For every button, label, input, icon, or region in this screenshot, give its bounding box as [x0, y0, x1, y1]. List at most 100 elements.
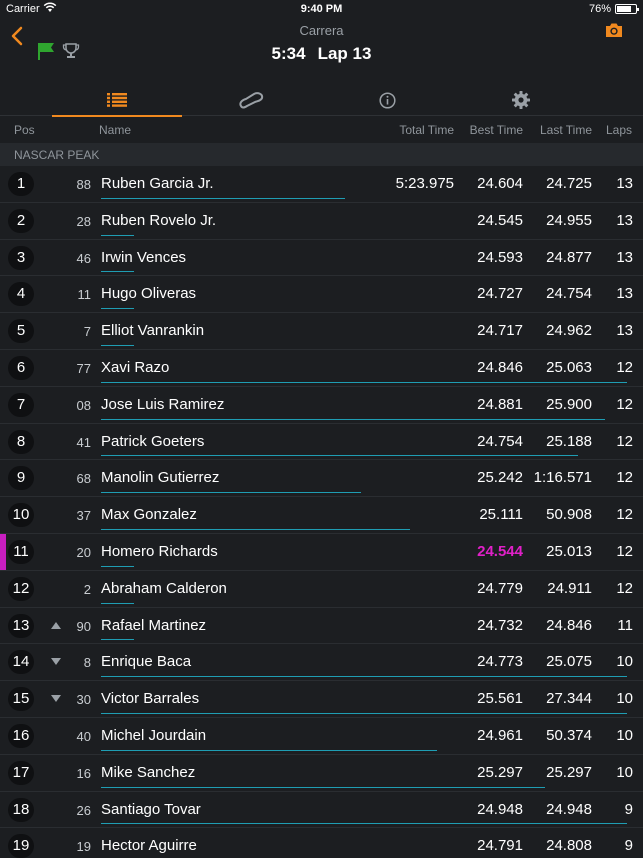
- last-time: 25.900: [546, 395, 592, 413]
- table-row[interactable]: 1 88 Ruben Garcia Jr. 5:23.975 24.604 24.725 1…: [0, 166, 643, 203]
- car-number: 90: [76, 618, 91, 634]
- elapsed-time: 5:34: [271, 44, 306, 63]
- position-badge: 6: [8, 355, 34, 380]
- trend-icon: [51, 658, 61, 666]
- position-badge: 17: [8, 760, 34, 785]
- column-header: Pos Name Total Time Best Time Last Time …: [0, 117, 643, 143]
- lap-count: 9: [624, 837, 633, 855]
- table-row[interactable]: 16 40 Michel Jourdain 24.961 50.374 10: [0, 718, 643, 755]
- trophy-icon[interactable]: [62, 42, 80, 60]
- session-type: Carrera: [299, 23, 344, 38]
- driver-name: Max Gonzalez: [101, 506, 197, 524]
- last-time: 24.725: [546, 175, 592, 192]
- best-time: 24.846: [477, 358, 523, 376]
- table-row[interactable]: 7 08 Jose Luis Ramirez 24.881 25.900 12: [0, 387, 643, 424]
- last-time: 24.962: [546, 322, 592, 340]
- class-section-header: NASCAR PEAK: [0, 143, 643, 166]
- car-number: 19: [76, 839, 91, 855]
- car-number: 88: [76, 177, 91, 192]
- car-number: 40: [76, 728, 91, 744]
- best-time: 24.604: [477, 175, 523, 192]
- table-row[interactable]: 6 77 Xavi Razo 24.846 25.063 12: [0, 350, 643, 387]
- last-time: 24.911: [547, 579, 592, 597]
- camera-icon[interactable]: [605, 22, 623, 38]
- table-row[interactable]: 9 68 Manolin Gutierrez 25.242 1:16.571 12: [0, 460, 643, 498]
- table-row[interactable]: 13 90 Rafael Martinez 24.732 24.846 11: [0, 608, 643, 645]
- lap-progress-bar: [101, 639, 134, 641]
- driver-name: Mike Sanchez: [101, 763, 196, 781]
- position-badge: 2: [8, 208, 34, 233]
- col-best-time: Best Time: [469, 123, 523, 137]
- car-number: 7: [83, 324, 91, 340]
- tab-bar: [0, 84, 643, 117]
- driver-name: Hugo Oliveras: [101, 285, 197, 303]
- lap-count: 13: [616, 285, 633, 303]
- table-row[interactable]: 18 26 Santiago Tovar 24.948 24.948 9: [0, 792, 643, 829]
- position-badge: 11: [8, 539, 34, 564]
- status-bar: Carrier 9:40 PM 76%: [0, 0, 643, 18]
- car-number: 37: [76, 508, 91, 524]
- lap-count: 13: [616, 211, 633, 229]
- table-row[interactable]: 3 46 Irwin Vences 24.593 24.877 13: [0, 240, 643, 277]
- tab-info[interactable]: [322, 84, 452, 116]
- back-chevron-icon[interactable]: [8, 24, 28, 48]
- car-number: 30: [76, 692, 91, 708]
- lap-progress-bar: [101, 381, 627, 383]
- car-number: 8: [83, 655, 91, 671]
- lap-count: 12: [616, 542, 633, 560]
- driver-name: Enrique Baca: [101, 653, 192, 671]
- table-row[interactable]: 4 11 Hugo Oliveras 24.727 24.754 13: [0, 276, 643, 314]
- table-row[interactable]: 14 8 Enrique Baca 24.773 25.075 10: [0, 644, 643, 682]
- tab-track[interactable]: [186, 84, 316, 116]
- table-row[interactable]: 10 37 Max Gonzalez 25.111 50.908 12: [0, 497, 643, 534]
- wifi-icon: [43, 2, 57, 12]
- car-number: 20: [76, 544, 91, 560]
- race-status: 5:34 Lap 13: [0, 44, 643, 64]
- best-time: 25.111: [479, 506, 523, 524]
- lap-progress-bar: [101, 528, 410, 530]
- position-badge: 10: [8, 503, 34, 528]
- best-time: 24.727: [477, 285, 523, 303]
- lap-count: 13: [616, 322, 633, 340]
- position-badge: 4: [8, 282, 34, 307]
- last-time: 25.063: [546, 358, 592, 376]
- driver-name: Ruben Garcia Jr.: [101, 175, 214, 192]
- table-row[interactable]: 5 7 Elliot Vanrankin 24.717 24.962 13: [0, 313, 643, 350]
- last-time: 24.955: [546, 211, 592, 229]
- best-time: 24.545: [477, 211, 523, 229]
- position-badge: 16: [8, 723, 34, 748]
- table-row[interactable]: 11 20 Homero Richards 24.544 25.013 12: [0, 533, 643, 571]
- col-laps: Laps: [605, 123, 632, 137]
- driver-name: Michel Jourdain: [101, 726, 207, 744]
- lap-count: 13: [616, 248, 633, 266]
- car-number: 77: [76, 360, 91, 376]
- position-badge: 7: [8, 392, 34, 417]
- table-row[interactable]: 19 19 Hector Aguirre 24.791 24.808 9: [0, 828, 643, 858]
- lap-progress-bar: [101, 234, 134, 236]
- best-time: 25.297: [477, 763, 523, 781]
- lap-count: 10: [616, 726, 633, 744]
- battery-percent: 76%: [588, 3, 611, 15]
- lap-count: 12: [616, 506, 633, 524]
- lap-progress-bar: [101, 418, 605, 420]
- table-row[interactable]: 2 28 Ruben Rovelo Jr. 24.545 24.955 13: [0, 203, 643, 240]
- battery-icon: [615, 4, 639, 14]
- car-number: 11: [77, 287, 92, 303]
- tab-standings[interactable]: [52, 84, 182, 117]
- last-time: 24.877: [546, 248, 592, 266]
- car-number: 41: [76, 434, 91, 450]
- table-row[interactable]: 12 2 Abraham Calderon 24.779 24.911 12: [0, 571, 643, 608]
- lap-count: 9: [624, 800, 633, 818]
- best-time: 24.773: [477, 653, 523, 671]
- last-time: 50.374: [546, 726, 592, 744]
- table-row[interactable]: 17 16 Mike Sanchez 25.297 25.297 10: [0, 755, 643, 792]
- table-row[interactable]: 8 41 Patrick Goeters 24.754 25.188 12: [0, 424, 643, 461]
- driver-name: Xavi Razo: [101, 358, 170, 376]
- car-number: 08: [76, 397, 91, 413]
- tab-settings[interactable]: [456, 84, 586, 116]
- lap-count: 12: [616, 432, 633, 450]
- table-row[interactable]: 15 30 Victor Barrales 25.561 27.344 10: [0, 681, 643, 718]
- lap-progress-bar: [101, 271, 134, 273]
- car-number: 28: [76, 213, 91, 229]
- driver-name: Manolin Gutierrez: [101, 469, 220, 487]
